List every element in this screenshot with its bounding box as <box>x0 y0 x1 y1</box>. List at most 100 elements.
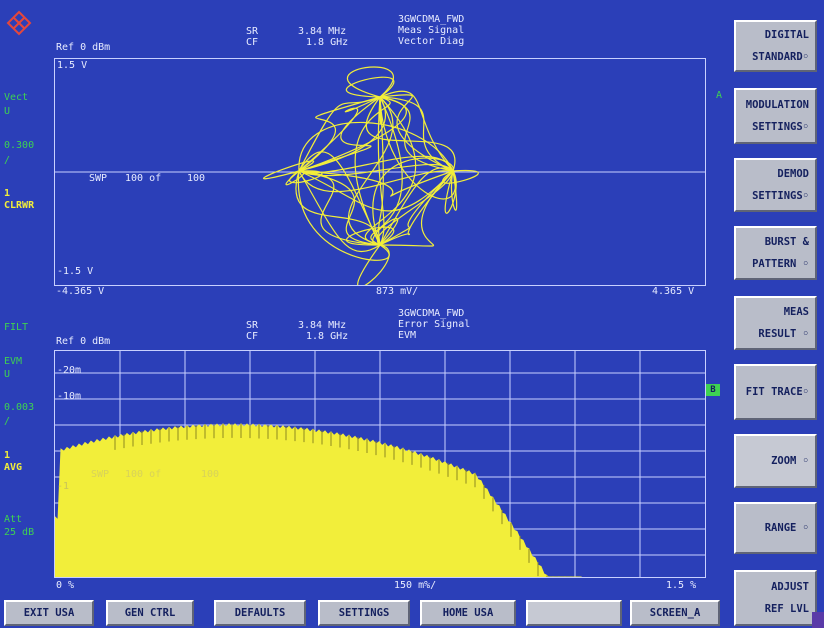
vector-trajectory <box>379 96 454 172</box>
evm-trace <box>55 423 582 577</box>
evm-svg <box>55 351 705 577</box>
lower-side-unit: U <box>4 369 11 380</box>
vector-trajectory <box>289 170 323 184</box>
vector-trajectory <box>298 170 454 193</box>
vector-trajectory <box>450 170 458 211</box>
vector-trajectory <box>365 96 456 172</box>
upper-cf-label: CF <box>246 37 259 48</box>
vector-trajectory <box>298 170 381 246</box>
lower-title-line2: Error Signal <box>398 319 471 330</box>
upper-x-right: 4.365 V <box>652 286 695 297</box>
lower-x-left: 0 % <box>56 580 75 591</box>
vector-trajectory <box>346 66 394 98</box>
lower-trace-tag: B <box>706 384 720 396</box>
softkey-burst-pattern[interactable]: BURST & PATTERN ◦ <box>734 226 817 280</box>
vector-trajectory <box>263 160 315 180</box>
upper-sweep-label: SWP <box>89 173 108 184</box>
vector-trajectory <box>370 96 403 246</box>
upper-side-mode: CLRWR <box>4 200 35 211</box>
vector-trajectory <box>298 170 381 253</box>
vector-trajectory <box>298 96 381 172</box>
softkey-meas-result[interactable]: MEAS RESULT ◦ <box>734 296 817 350</box>
vector-trajectory <box>354 96 391 246</box>
vector-trajectory <box>444 170 457 214</box>
corner-marker-icon <box>812 612 824 628</box>
lower-grid-label-1: -20m <box>57 365 82 376</box>
vector-trajectory <box>379 170 454 247</box>
softkey-modulation-settings[interactable]: MODULATION SETTINGS◦ <box>734 88 817 144</box>
lower-side-scale: 0.003 <box>4 402 35 413</box>
vector-trajectory <box>348 96 394 246</box>
vector-trajectory <box>442 169 479 184</box>
vector-trajectory <box>295 170 381 246</box>
vector-trajectory <box>357 244 390 285</box>
lower-cf-value: 1.8 GHz <box>306 331 349 342</box>
hotkey-exit-usa[interactable]: EXIT USA <box>4 600 94 626</box>
lower-grid-label-2: -10m <box>57 391 82 402</box>
upper-trace-tag: A <box>716 90 723 101</box>
upper-title-line1: 3GWCDMA_FWD <box>398 14 465 25</box>
lower-x-center: 150 m%/ <box>394 580 437 591</box>
hotkey-defaults[interactable]: DEFAULTS <box>214 600 306 626</box>
lower-side-trace-no: 1 <box>4 450 11 461</box>
lower-sr-value: 3.84 MHz <box>298 320 347 331</box>
upper-sr-label: SR <box>246 26 259 37</box>
lower-sr-label: SR <box>246 320 259 331</box>
softkey-demod-settings[interactable]: DEMOD SETTINGS◦ <box>734 158 817 212</box>
evm-plot: -20m -10m -1 SWP 100 of 100 <box>54 350 706 578</box>
hotkey-screen-a[interactable]: SCREEN_A <box>630 600 720 626</box>
vector-trajectory <box>377 96 385 246</box>
lower-cf-label: CF <box>246 331 259 342</box>
upper-side-scale: 0.300 <box>4 140 35 151</box>
vector-diagram-plot: 1.5 V -1.5 V SWP 100 of 100 <box>54 58 706 286</box>
vector-trajectory <box>372 217 399 246</box>
softkey-fit-trace[interactable]: FIT TRACE◦ <box>734 364 817 420</box>
upper-cf-value: 1.8 GHz <box>306 37 349 48</box>
upper-x-center: 873 mV/ <box>376 286 419 297</box>
upper-side-vect: Vect <box>4 92 29 103</box>
lower-grid-label-3: -1 <box>57 481 70 492</box>
upper-sweep-count: 100 of <box>125 173 162 184</box>
upper-x-left: -4.365 V <box>56 286 105 297</box>
vector-trajectory <box>298 170 454 197</box>
vector-trajectory <box>345 226 395 246</box>
lower-side-evm: EVM <box>4 356 23 367</box>
lower-sweep-label: SWP <box>91 469 110 480</box>
softkey-adjust-ref-lvl[interactable]: ADJUST REF LVL <box>734 570 817 626</box>
vector-trajectory <box>298 170 454 212</box>
lower-side-att-value: 25 dB <box>4 527 35 538</box>
lower-x-right: 1.5 % <box>666 580 697 591</box>
hotkey-empty[interactable] <box>526 600 622 626</box>
hotkey-settings[interactable]: SETTINGS <box>318 600 410 626</box>
lower-side-att-label: Att <box>4 514 23 525</box>
softkey-zoom[interactable]: ZOOM ◦ <box>734 434 817 488</box>
vector-trajectory <box>298 96 381 172</box>
lower-title-line1: 3GWCDMA_FWD <box>398 308 465 319</box>
upper-y-bottom: -1.5 V <box>57 266 94 277</box>
vector-trajectory <box>345 76 395 98</box>
vector-trajectory <box>298 96 381 172</box>
vector-trajectory <box>372 157 454 246</box>
vector-trajectory <box>298 121 454 172</box>
upper-title-line2: Meas Signal <box>398 25 465 36</box>
upper-sweep-total: 100 <box>187 173 206 184</box>
hotkey-gen-ctrl[interactable]: GEN CTRL <box>106 600 194 626</box>
upper-title-line3: Vector Diag <box>398 36 465 47</box>
lower-side-filt: FILT <box>4 322 29 333</box>
upper-y-top: 1.5 V <box>57 60 88 71</box>
vector-trajectory <box>298 151 381 246</box>
lower-side-mode: AVG <box>4 462 23 473</box>
vector-trajectory <box>379 170 454 246</box>
upper-side-trace-no: 1 <box>4 188 11 199</box>
vector-trajectory <box>379 167 454 246</box>
vector-trajectory <box>379 94 454 172</box>
vector-diagram-svg <box>55 66 705 285</box>
upper-ref-level: Ref 0 dBm <box>56 42 111 53</box>
hotkey-home-usa[interactable]: HOME USA <box>420 600 516 626</box>
softkey-digital-standard[interactable]: DIGITAL STANDARD◦ <box>734 20 817 72</box>
lower-sweep-count: 100 of <box>125 469 162 480</box>
rohde-schwarz-logo-icon <box>6 10 32 36</box>
upper-side-slash: / <box>4 155 11 166</box>
softkey-range[interactable]: RANGE ◦ <box>734 502 817 554</box>
upper-side-unit: U <box>4 106 11 117</box>
